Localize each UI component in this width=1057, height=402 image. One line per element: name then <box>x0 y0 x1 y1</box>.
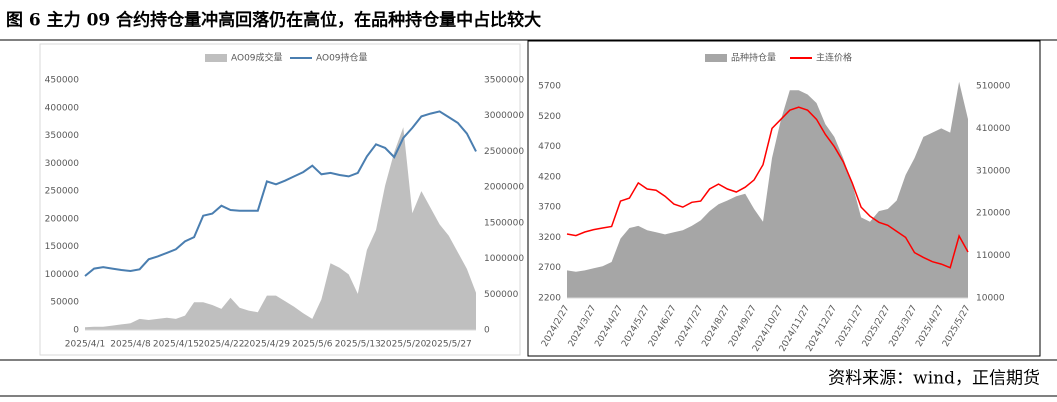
legend-swatch <box>205 54 227 62</box>
area <box>567 81 968 298</box>
y2-tick-label: 3000000 <box>484 111 524 121</box>
y2-tick-label: 510000 <box>976 82 1011 92</box>
legend-label: AO09持仓量 <box>316 52 368 64</box>
y-tick-label: 2200 <box>538 294 561 304</box>
line <box>566 106 969 269</box>
y-tick-label: 450000 <box>45 76 80 86</box>
line <box>84 110 477 277</box>
y2-tick-label: 410000 <box>976 124 1011 134</box>
chart-frame <box>39 43 521 356</box>
y-tick-label: 150000 <box>45 242 80 252</box>
y2-tick-label: 1000000 <box>484 254 524 264</box>
y-tick-label: 50000 <box>50 298 79 308</box>
x-tick-label: 2025/4/15 <box>153 340 199 350</box>
y-tick-label: 4700 <box>538 142 561 152</box>
x-tick-label: 2025/5/27 <box>941 304 973 349</box>
x-tick-label: 2025/4/8 <box>110 340 151 350</box>
y-tick-label: 200000 <box>45 214 80 224</box>
x-tick-label: 2025/5/13 <box>335 340 381 350</box>
x-tick-label: 2025/5/27 <box>426 340 472 350</box>
x-tick-label: 2025/5/6 <box>292 340 333 350</box>
chart-frame <box>527 40 1041 357</box>
y2-tick-label: 10000 <box>976 294 1005 304</box>
y-tick-label: 5700 <box>538 82 561 92</box>
y-tick-label: 4200 <box>538 172 561 182</box>
legend-label: 主连价格 <box>816 52 852 64</box>
figure-title: 图 6 主力 09 合约持仓量冲高回落仍在高位，在品种持仓量中占比较大 <box>6 10 541 31</box>
y-tick-label: 3700 <box>538 203 561 213</box>
x-tick-label: 2025/4/29 <box>244 340 290 350</box>
y-tick-label: 350000 <box>45 131 80 141</box>
y2-tick-label: 210000 <box>976 209 1011 219</box>
y2-tick-label: 310000 <box>976 166 1011 176</box>
legend-label: 品种持仓量 <box>731 52 776 64</box>
y-tick-label: 3200 <box>538 233 561 243</box>
y2-tick-label: 2000000 <box>484 183 524 193</box>
y2-tick-label: 500000 <box>484 290 519 300</box>
y-tick-label: 0 <box>73 326 79 336</box>
legend-label: AO09成交量 <box>231 52 283 64</box>
y2-tick-label: 0 <box>484 326 490 336</box>
y2-tick-label: 1500000 <box>484 218 524 228</box>
legend-swatch <box>705 54 727 62</box>
y-tick-label: 300000 <box>45 159 80 169</box>
y2-tick-label: 3500000 <box>484 76 524 86</box>
y2-tick-label: 2500000 <box>484 147 524 157</box>
x-tick-label: 2025/4/1 <box>65 340 105 350</box>
x-tick-label: 2025/5/20 <box>380 340 426 350</box>
area <box>85 127 476 330</box>
y2-tick-label: 110000 <box>976 251 1011 261</box>
y-tick-label: 250000 <box>45 187 80 197</box>
y-tick-label: 2700 <box>538 263 561 273</box>
y-tick-label: 400000 <box>45 103 80 113</box>
y-tick-label: 100000 <box>45 270 80 280</box>
x-tick-label: 2025/4/22 <box>198 340 244 350</box>
y-tick-label: 5200 <box>538 112 561 122</box>
source: 资料来源：wind，正信期货 <box>828 369 1040 389</box>
